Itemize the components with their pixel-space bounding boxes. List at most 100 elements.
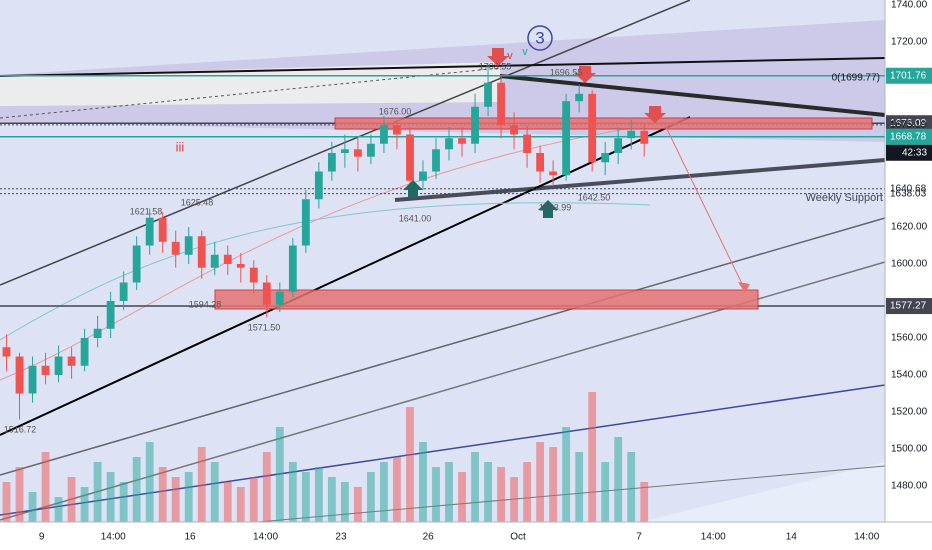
x-tick-label: 14 xyxy=(786,532,798,543)
volume-bar xyxy=(223,482,232,522)
candle-body xyxy=(484,82,492,107)
candle-body xyxy=(236,264,245,268)
wave-label: v xyxy=(507,50,513,62)
candle-body xyxy=(601,153,610,163)
x-tick-label: 7 xyxy=(636,532,642,543)
candle-body xyxy=(640,130,649,144)
volume-bar xyxy=(640,482,649,522)
candle-body xyxy=(367,143,375,157)
volume-bar xyxy=(549,447,558,522)
annotation: 1625.48 xyxy=(181,197,214,207)
volume-bar xyxy=(119,482,128,522)
candle-body xyxy=(184,236,193,255)
annotation: 1642.50 xyxy=(578,192,611,202)
x-tick-label: 14:00 xyxy=(253,532,278,543)
volume-bar xyxy=(432,467,440,522)
volume-bar xyxy=(171,477,180,522)
volume-bar xyxy=(80,487,89,522)
y-tick-label: 1740.00 xyxy=(891,0,928,11)
candle-body xyxy=(432,149,440,172)
volume-bar xyxy=(380,462,388,522)
candle-body xyxy=(523,134,531,153)
candle-body xyxy=(354,149,362,157)
price-label: 1640.68 xyxy=(890,183,927,194)
candle-body xyxy=(262,282,271,305)
volume-bar xyxy=(614,437,623,522)
volume-bar xyxy=(210,462,219,522)
volume-bar xyxy=(419,442,427,522)
candle-body xyxy=(471,106,479,144)
y-tick-label: 1600.00 xyxy=(891,259,928,270)
candle-body xyxy=(627,130,636,139)
price-label: 1701.76 xyxy=(890,70,927,81)
volume-bar xyxy=(471,452,479,522)
fib-label: 0(1699.77) xyxy=(832,73,880,84)
volume-bar xyxy=(184,472,193,522)
volume-bar xyxy=(54,497,63,522)
candle-body xyxy=(223,254,232,264)
candle-body xyxy=(458,138,466,144)
candle-body xyxy=(340,149,349,153)
y-tick-label: 1560.00 xyxy=(891,333,928,344)
volume-bar xyxy=(288,462,297,522)
annotation: 1594.28 xyxy=(189,299,222,309)
y-tick-label: 1500.00 xyxy=(891,444,928,455)
volume-bar xyxy=(132,457,141,522)
candle-body xyxy=(54,356,63,375)
volume-bar xyxy=(627,452,636,522)
volume-bar xyxy=(249,477,258,522)
volume-bar xyxy=(2,482,11,522)
candle-body xyxy=(67,356,76,366)
candle-body xyxy=(15,356,24,394)
annotation: 1643.99 xyxy=(539,202,572,212)
volume-bar xyxy=(340,482,349,522)
y-tick-label: 1720.00 xyxy=(891,37,928,48)
annotation: 1696.55 xyxy=(550,67,583,77)
volume-bar xyxy=(145,442,154,522)
volume-bar xyxy=(301,472,310,522)
candle-body xyxy=(2,347,11,357)
price-label-box xyxy=(886,67,932,84)
price-label-box xyxy=(886,128,932,145)
x-tick-label: 14:00 xyxy=(701,532,726,543)
wave-label: 3 xyxy=(535,28,544,47)
volume-bar xyxy=(262,452,271,522)
candle-body xyxy=(275,291,284,305)
candle-body xyxy=(158,217,167,242)
candle-body xyxy=(80,338,89,366)
candle-body xyxy=(106,301,115,329)
candle-body xyxy=(575,93,584,102)
price-label-box xyxy=(886,115,932,132)
volume-bar xyxy=(601,462,610,522)
candle-body xyxy=(327,153,336,172)
candle-body xyxy=(171,241,180,255)
volume-bar xyxy=(406,407,414,522)
candle-body xyxy=(197,236,206,268)
x-tick-label: Oct xyxy=(510,532,526,543)
annotation: 1516.72 xyxy=(4,424,37,434)
price-label-box xyxy=(886,298,932,315)
candle-body xyxy=(145,217,154,246)
y-tick-label: 1520.00 xyxy=(891,407,928,418)
volume-bar xyxy=(28,492,37,522)
volume-bar xyxy=(327,477,336,522)
volume-bar xyxy=(575,452,584,522)
axis-labels: 1740.00 1720.00 1620.00 1600.00 1560.00 1540.… xyxy=(39,0,932,543)
volume-bar xyxy=(93,462,102,522)
candle-body xyxy=(419,171,427,181)
x-tick-label: 14:00 xyxy=(101,532,126,543)
volume-bar xyxy=(367,472,375,522)
candle-body xyxy=(510,125,518,135)
volume-bar xyxy=(484,462,492,522)
x-tick-label: 16 xyxy=(184,532,196,543)
candle-body xyxy=(549,171,558,176)
candle-body xyxy=(93,328,102,338)
volume-bar xyxy=(458,472,466,522)
candle-body xyxy=(119,282,128,301)
volume-bar xyxy=(314,467,323,522)
volume-bar xyxy=(41,452,50,522)
price-label: 1676.09 xyxy=(890,118,927,129)
candle-body xyxy=(562,101,571,176)
